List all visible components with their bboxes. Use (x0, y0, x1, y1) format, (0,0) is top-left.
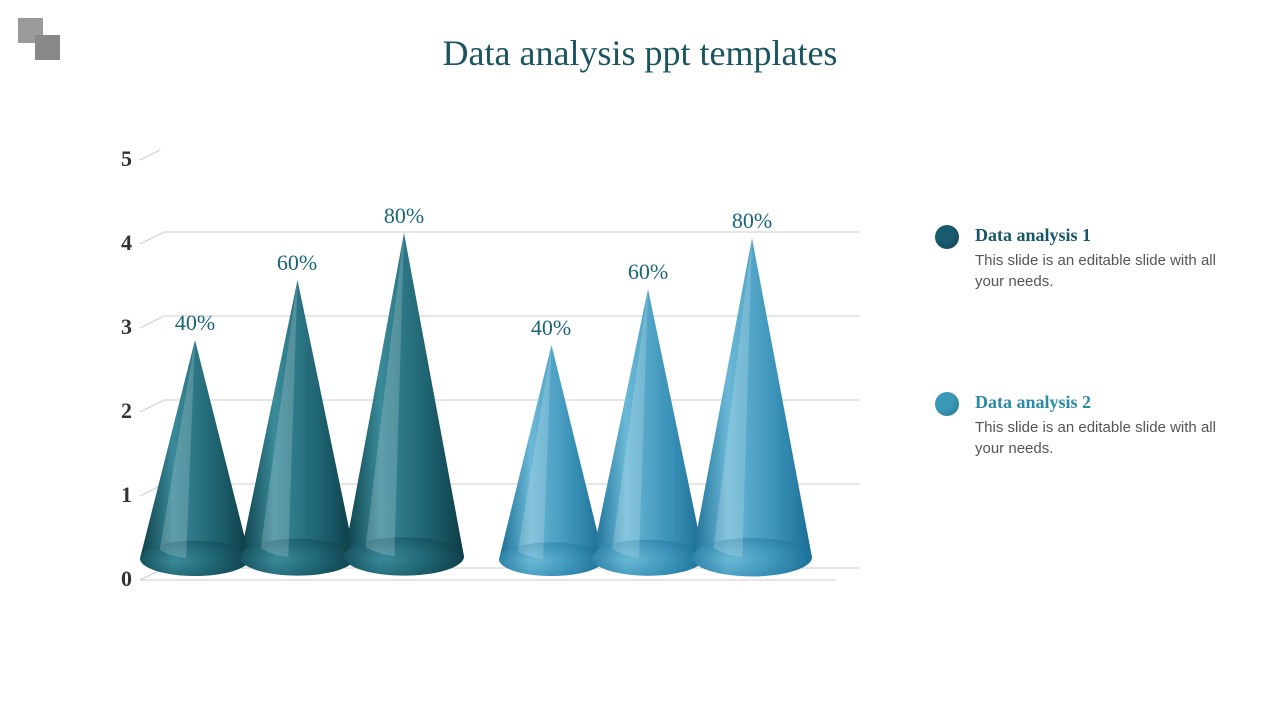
cone-shape (344, 233, 464, 595)
y-tick-label: 4 (104, 230, 132, 256)
cone-shape (499, 345, 604, 593)
cone-label: 60% (257, 250, 337, 276)
cone-s1-2 (344, 233, 464, 595)
legend-text: Data analysis 2 This slide is an editable… (975, 392, 1235, 459)
y-tick-label: 3 (104, 314, 132, 340)
legend: Data analysis 1 This slide is an editable… (935, 225, 1235, 559)
cone-label: 40% (511, 315, 591, 341)
cone-label: 40% (155, 310, 235, 336)
cone-label: 60% (608, 259, 688, 285)
cone-label: 80% (712, 208, 792, 234)
legend-item-1: Data analysis 2 This slide is an editable… (935, 392, 1235, 459)
legend-dot-icon (935, 392, 959, 416)
slide: Data analysis ppt templates 0 1 2 3 4 5 40% (0, 0, 1280, 720)
cone-label: 80% (364, 203, 444, 229)
legend-text: Data analysis 1 This slide is an editable… (975, 225, 1235, 292)
cone-shape (692, 238, 812, 596)
legend-desc: This slide is an editable slide with all… (975, 250, 1235, 292)
slide-title: Data analysis ppt templates (0, 32, 1280, 74)
cone-s2-0 (499, 345, 604, 593)
legend-title: Data analysis 2 (975, 392, 1235, 413)
y-tick-label: 2 (104, 398, 132, 424)
y-tick-label: 0 (104, 566, 132, 592)
legend-item-0: Data analysis 1 This slide is an editable… (935, 225, 1235, 292)
cone-s1-0 (140, 340, 250, 594)
y-tick-label: 5 (104, 146, 132, 172)
cone-s2-1 (592, 289, 704, 594)
cone-shape (140, 340, 250, 594)
cone-chart: 012345 40% (100, 150, 870, 600)
cone-shape (240, 280, 355, 594)
legend-desc: This slide is an editable slide with all… (975, 417, 1235, 459)
cone-s2-2 (692, 238, 812, 596)
legend-title: Data analysis 1 (975, 225, 1235, 246)
cone-s1-1 (240, 280, 355, 594)
legend-dot-icon (935, 225, 959, 249)
y-tick-label: 1 (104, 482, 132, 508)
cone-shape (592, 289, 704, 594)
